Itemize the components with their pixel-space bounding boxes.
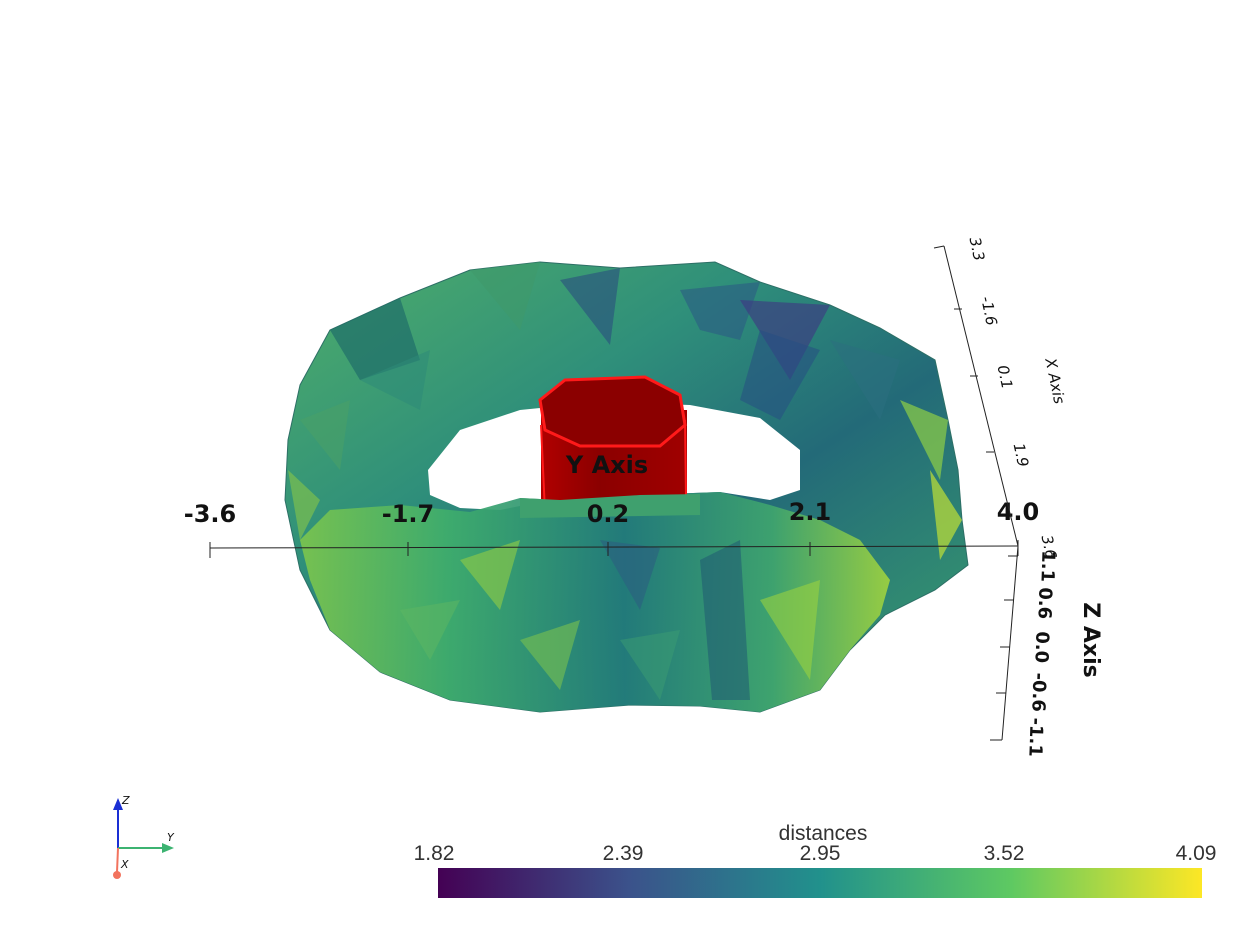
z-axis: -1.1 -0.6 0.0 0.6 1.1 Z Axis (990, 545, 1103, 757)
orientation-y-label: Y (167, 831, 175, 844)
y-axis-line (209, 545, 1019, 549)
facet (460, 540, 520, 610)
x-axis-tick (933, 245, 945, 249)
facet (360, 350, 430, 410)
facet (600, 540, 660, 610)
x-axis-line (943, 245, 1019, 547)
orientation-z-arrow (113, 798, 123, 810)
z-axis-line (1001, 545, 1019, 741)
facet (300, 400, 350, 470)
orientation-x-arrow (113, 871, 121, 879)
colorbar-tick-label: 2.95 (799, 842, 841, 865)
z-axis-tick-label: 0.0 (1030, 631, 1052, 664)
z-axis-tick-label: 1.1 (1036, 550, 1058, 583)
y-axis-tick-label: 0.2 (587, 500, 630, 528)
y-axis-tick-label: -1.7 (382, 500, 434, 528)
colorbar-tick-label: 3.52 (983, 842, 1025, 865)
orientation-widget[interactable]: Z Y X (113, 794, 175, 879)
facet (700, 540, 750, 700)
colorbar-tick-label: 1.82 (413, 842, 455, 865)
facet (830, 340, 900, 420)
x-axis-tick-label: 0.1 (994, 363, 1017, 390)
facet (760, 580, 820, 680)
y-axis-tick-label: 4.0 (997, 498, 1040, 526)
colorbar-tick-label: 2.39 (602, 842, 644, 865)
x-axis-title: X Axis (1041, 356, 1068, 406)
facet (288, 470, 320, 540)
facet (330, 298, 420, 380)
cylinder-top (538, 375, 687, 448)
facet (400, 600, 460, 660)
facet (560, 268, 620, 345)
facet (470, 262, 540, 330)
facet (620, 630, 680, 700)
cylinder-edge-left (540, 424, 546, 513)
facet (930, 470, 962, 560)
cylinder-edge-right (684, 419, 687, 499)
colorbar-tick-label: 4.09 (1175, 842, 1217, 865)
x-axis-tick-label: -1.6 (977, 295, 1001, 327)
z-axis-tick-label: -0.6 (1027, 672, 1049, 712)
orientation-x-label: X (120, 858, 129, 871)
facet (740, 330, 820, 420)
x-axis-tick-label: 3.6 (1038, 533, 1061, 560)
y-axis-tick-label: -3.6 (184, 500, 236, 528)
facet (680, 282, 760, 340)
y-axis-title: Y Axis (565, 451, 648, 479)
orientation-z-label: Z (121, 794, 130, 807)
colorbar-title: distances (778, 822, 868, 845)
colorbar (438, 868, 1202, 898)
facet (520, 620, 580, 690)
z-axis-tick-label: 0.6 (1033, 587, 1055, 620)
y-axis: -3.6 -1.7 0.2 2.1 4.0 Y Axis (184, 451, 1040, 558)
z-axis-title: Z Axis (1078, 602, 1103, 677)
facet (900, 400, 948, 480)
red-cylinder (520, 375, 700, 518)
x-axis: 3.3 -1.6 0.1 1.9 3.6 X Axis (933, 235, 1069, 561)
z-axis-tick-label: -1.1 (1024, 717, 1046, 757)
x-axis-tick-label: 3.3 (966, 235, 989, 262)
torus-front-overlap (520, 494, 700, 518)
orientation-x-axis (116, 847, 119, 873)
x-axis-tick-label: 1.9 (1010, 441, 1033, 468)
orientation-y-arrow (162, 843, 174, 853)
y-axis-tick-label: 2.1 (789, 498, 832, 526)
